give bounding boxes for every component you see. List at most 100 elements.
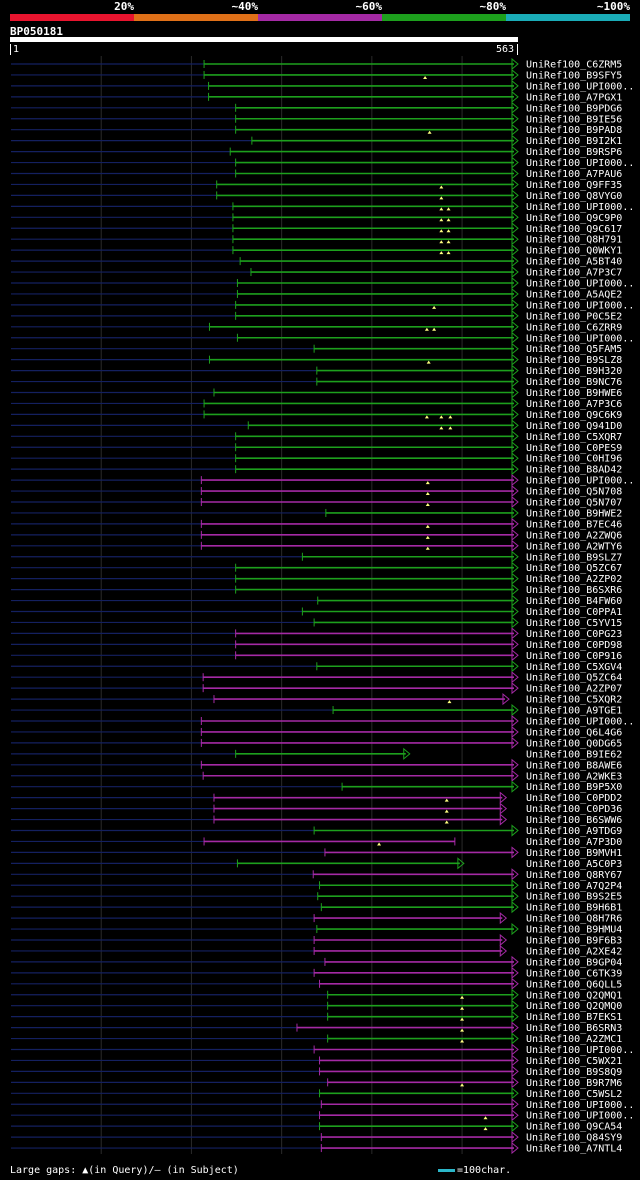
hit-label[interactable]: UniRef100_B9I2K1 — [526, 136, 622, 147]
hit-label[interactable]: UniRef100_A2ZMC1 — [526, 1034, 622, 1045]
hit-row[interactable]: UniRef100_Q8VYG0 — [11, 189, 622, 202]
hit-label[interactable]: UniRef100_C5WX21 — [526, 1056, 622, 1067]
hit-row[interactable]: UniRef100_UPI000.. — [11, 298, 634, 312]
hit-row[interactable]: UniRef100_B9NC76 — [11, 375, 622, 389]
hit-row[interactable]: UniRef100_Q8H791 — [11, 233, 622, 246]
hit-label[interactable]: UniRef100_UPI000.. — [526, 81, 634, 92]
hit-row[interactable]: UniRef100_B7EC46 — [11, 517, 622, 531]
hit-row[interactable]: UniRef100_B9R7M6 — [11, 1076, 622, 1089]
hit-row[interactable]: UniRef100_UPI000.. — [11, 79, 634, 93]
hit-label[interactable]: UniRef100_A9TDG9 — [526, 826, 622, 837]
hit-row[interactable]: UniRef100_UPI000.. — [11, 474, 634, 487]
hit-row[interactable]: UniRef100_C5XQR2 — [11, 693, 622, 706]
hit-label[interactable]: UniRef100_B7EC46 — [526, 519, 622, 530]
hit-row[interactable]: UniRef100_C0PG23 — [11, 627, 622, 640]
hit-label[interactable]: UniRef100_B7EKS1 — [526, 1012, 622, 1023]
hit-row[interactable]: UniRef100_Q6QLL5 — [11, 977, 622, 991]
hit-label[interactable]: UniRef100_C0PD98 — [526, 640, 622, 651]
hit-row[interactable]: UniRef100_Q8RY67 — [11, 868, 622, 881]
hit-label[interactable]: UniRef100_C0PPA1 — [526, 607, 622, 618]
hit-label[interactable]: UniRef100_UPI000.. — [526, 279, 634, 290]
hit-row[interactable]: UniRef100_C5WSL2 — [11, 1087, 622, 1100]
hit-row[interactable]: UniRef100_B9S8Q9 — [11, 1065, 622, 1078]
hit-row[interactable]: UniRef100_Q5N707 — [11, 495, 622, 509]
hit-row[interactable]: UniRef100_B9IE62 — [11, 747, 622, 761]
hit-label[interactable]: UniRef100_A2ZP07 — [526, 684, 622, 695]
hit-label[interactable]: UniRef100_C0P916 — [526, 651, 622, 662]
hit-row[interactable]: UniRef100_Q5N708 — [11, 484, 622, 498]
hit-row[interactable]: UniRef100_B8AWE6 — [11, 758, 622, 772]
hit-label[interactable]: UniRef100_B9MVH1 — [526, 848, 622, 859]
hit-row[interactable]: UniRef100_Q8H7R6 — [11, 912, 622, 925]
hit-label[interactable]: UniRef100_A5C0P3 — [526, 859, 622, 870]
hit-label[interactable]: UniRef100_A7Q2P4 — [526, 881, 622, 892]
hit-label[interactable]: UniRef100_UPI000.. — [526, 300, 634, 311]
hit-label[interactable]: UniRef100_Q9FF35 — [526, 180, 622, 191]
hit-row[interactable]: UniRef100_UPI000.. — [11, 200, 634, 213]
hit-label[interactable]: UniRef100_C0PDD2 — [526, 793, 622, 804]
hit-label[interactable]: UniRef100_Q2QMQ0 — [526, 1001, 622, 1012]
hit-label[interactable]: UniRef100_UPI000.. — [526, 1045, 634, 1056]
hit-label[interactable]: UniRef100_A5BT40 — [526, 257, 622, 268]
hit-label[interactable]: UniRef100_Q8RY67 — [526, 870, 622, 881]
hit-label[interactable]: UniRef100_B9HMU4 — [526, 925, 622, 936]
hit-label[interactable]: UniRef100_Q6L4G6 — [526, 727, 622, 738]
hit-label[interactable]: UniRef100_C6TK39 — [526, 968, 622, 979]
hit-label[interactable]: UniRef100_C0PG23 — [526, 629, 622, 640]
hit-label[interactable]: UniRef100_A5AQE2 — [526, 289, 622, 300]
hit-label[interactable]: UniRef100_B9IE56 — [526, 114, 622, 125]
hit-row[interactable]: UniRef100_A9TGE1 — [11, 703, 622, 717]
hit-row[interactable]: UniRef100_Q0WKY1 — [11, 244, 622, 257]
hit-row[interactable]: UniRef100_C5YV15 — [11, 616, 622, 629]
hit-label[interactable]: UniRef100_A7NTL4 — [526, 1144, 622, 1155]
hit-row[interactable]: UniRef100_B4FW60 — [11, 594, 622, 608]
hit-label[interactable]: UniRef100_B9HWE2 — [526, 508, 622, 519]
hit-label[interactable]: UniRef100_B9S8Q9 — [526, 1067, 622, 1078]
hit-row[interactable]: UniRef100_B9HWE6 — [11, 386, 622, 400]
hit-row[interactable]: UniRef100_C5WX21 — [11, 1054, 622, 1067]
hit-label[interactable]: UniRef100_B9H6B1 — [526, 903, 622, 914]
hit-row[interactable]: UniRef100_UPI000.. — [11, 1109, 634, 1122]
hit-label[interactable]: UniRef100_B9SFY5 — [526, 70, 622, 81]
hit-label[interactable]: UniRef100_C5WSL2 — [526, 1089, 622, 1100]
hit-row[interactable]: UniRef100_A7NTL4 — [11, 1141, 622, 1155]
hit-label[interactable]: UniRef100_A7P3C7 — [526, 268, 622, 279]
hit-label[interactable]: UniRef100_B8AWE6 — [526, 760, 622, 771]
hit-row[interactable]: UniRef100_B6SWW6 — [11, 813, 622, 827]
hit-label[interactable]: UniRef100_C5XQR2 — [526, 695, 622, 706]
hit-row[interactable]: UniRef100_Q941D0 — [11, 419, 622, 432]
hit-label[interactable]: UniRef100_C5XGV4 — [526, 662, 622, 673]
hit-label[interactable]: UniRef100_B9GP04 — [526, 957, 622, 968]
hit-label[interactable]: UniRef100_Q5ZC64 — [526, 673, 622, 684]
hit-label[interactable]: UniRef100_A7P3D0 — [526, 837, 622, 848]
hit-row[interactable]: UniRef100_Q9CA54 — [11, 1120, 622, 1133]
hit-label[interactable]: UniRef100_Q8VYG0 — [526, 191, 622, 202]
hit-row[interactable]: UniRef100_A2XE42 — [11, 944, 622, 958]
hit-row[interactable]: UniRef100_Q9FF35 — [11, 178, 622, 191]
hit-label[interactable]: UniRef100_B8AD42 — [526, 465, 622, 476]
hit-row[interactable]: UniRef100_UPI000.. — [11, 276, 634, 290]
hit-row[interactable]: UniRef100_B9HMU4 — [11, 922, 622, 936]
hit-row[interactable]: UniRef100_UPI000.. — [11, 331, 634, 345]
hit-label[interactable]: UniRef100_A9TGE1 — [526, 706, 622, 717]
hit-row[interactable]: UniRef100_Q2QMQ1 — [11, 988, 622, 1002]
hit-row[interactable]: UniRef100_A2WTY6 — [11, 539, 622, 553]
hit-row[interactable]: UniRef100_A7PGX1 — [11, 90, 622, 104]
hit-row[interactable]: UniRef100_Q5FAM5 — [11, 342, 622, 356]
hit-row[interactable]: UniRef100_B9S2E5 — [11, 890, 622, 903]
hit-row[interactable]: UniRef100_A5AQE2 — [11, 287, 622, 301]
hit-label[interactable]: UniRef100_Q0DG65 — [526, 738, 622, 749]
hit-row[interactable]: UniRef100_UPI000.. — [11, 714, 634, 728]
hit-row[interactable]: UniRef100_A2ZMC1 — [11, 1032, 622, 1046]
hit-label[interactable]: UniRef100_B9PAD8 — [526, 125, 622, 136]
hit-row[interactable]: UniRef100_Q9C9P0 — [11, 211, 622, 224]
hit-row[interactable]: UniRef100_A2WKE3 — [11, 769, 622, 783]
hit-row[interactable]: UniRef100_Q9C617 — [11, 222, 622, 235]
hit-label[interactable]: UniRef100_A2WTY6 — [526, 541, 622, 552]
hit-label[interactable]: UniRef100_Q5FAM5 — [526, 344, 622, 355]
hit-label[interactable]: UniRef100_Q5N708 — [526, 487, 622, 498]
hit-label[interactable]: UniRef100_Q5ZC67 — [526, 563, 622, 574]
hit-label[interactable]: UniRef100_B9F6B3 — [526, 936, 622, 947]
hit-label[interactable]: UniRef100_Q84SY9 — [526, 1133, 622, 1144]
hit-label[interactable]: UniRef100_B9S2E5 — [526, 892, 622, 903]
